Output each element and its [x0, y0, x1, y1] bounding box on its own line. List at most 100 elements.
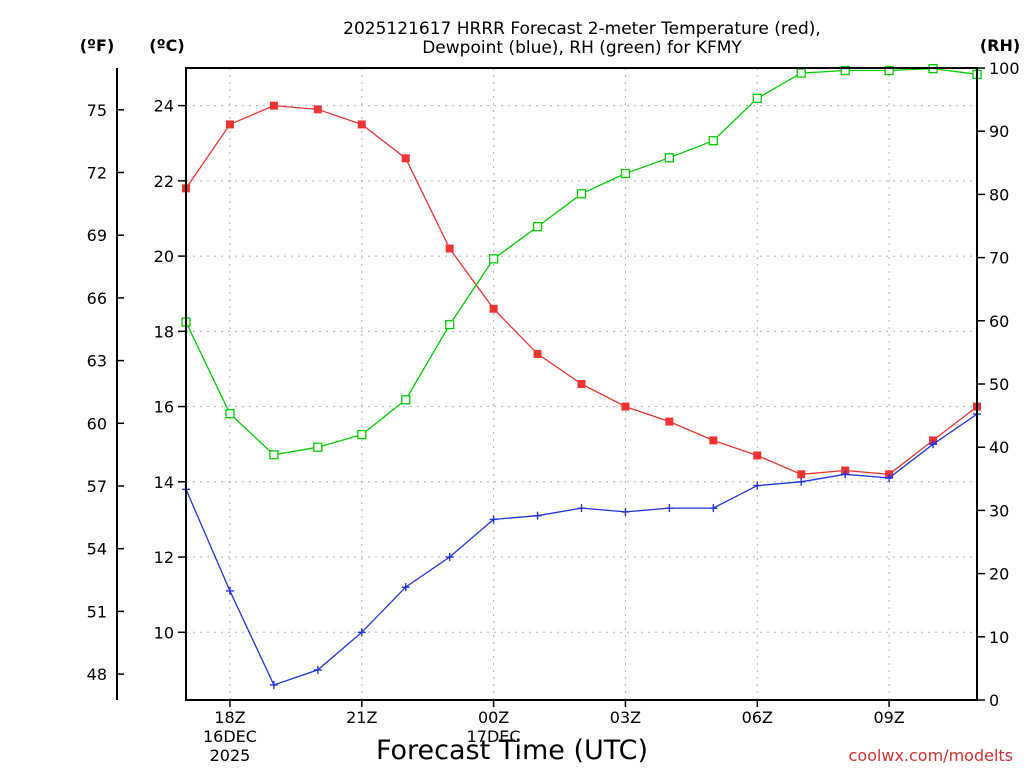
dewpoint-point — [621, 507, 630, 516]
fahrenheit-tick-label: 54 — [87, 540, 107, 559]
x-tick-label: 21Z — [346, 708, 377, 727]
dewpoint-line — [185, 413, 978, 686]
celsius-tick-label: 12 — [154, 548, 174, 567]
rh-tick-label: 10 — [989, 628, 1009, 647]
dewpoint-point — [533, 511, 542, 520]
rh-point — [884, 65, 894, 76]
celsius-unit-label: (ºC) — [149, 36, 184, 55]
rh-tick-label: 0 — [989, 691, 999, 710]
x-tick-year-label: 2025 — [210, 746, 251, 765]
rh-point — [752, 93, 762, 103]
rh-point — [313, 442, 323, 452]
celsius-tick-label: 14 — [154, 473, 174, 492]
celsius-tick-label: 24 — [154, 97, 174, 116]
dewpoint-point — [577, 504, 586, 513]
rh-series — [181, 63, 982, 460]
x-tick-label: 00Z — [478, 708, 509, 727]
dewpoint-point — [401, 583, 410, 592]
temperature-point — [445, 244, 454, 253]
temperature-point — [313, 105, 322, 114]
data-series — [181, 63, 982, 689]
dewpoint-series — [182, 410, 981, 689]
dewpoint-point — [357, 628, 366, 637]
rh-point — [357, 429, 367, 440]
dewpoint-point — [929, 440, 938, 449]
rh-tick-label: 70 — [989, 249, 1009, 268]
dewpoint-point — [665, 504, 674, 513]
fahrenheit-tick-label: 69 — [87, 226, 107, 245]
dewpoint-point — [797, 477, 806, 486]
rh-tick-label: 50 — [989, 375, 1009, 394]
rh-point — [796, 68, 806, 78]
rh-unit-label: (RH) — [980, 36, 1020, 55]
celsius-tick-label: 16 — [154, 398, 174, 417]
rh-point — [532, 221, 543, 232]
temperature-point — [401, 154, 410, 163]
temperature-point — [709, 436, 718, 445]
rh-point — [576, 189, 587, 199]
title-line-2: Dewpoint (blue), RH (green) for KFMY — [422, 38, 742, 58]
rh-point — [664, 153, 675, 163]
rh-tick-label: 20 — [989, 565, 1009, 584]
fahrenheit-tick-label: 57 — [87, 477, 107, 496]
rh-tick-label: 100 — [989, 59, 1020, 78]
x-tick-date-label: 16DEC — [203, 727, 257, 746]
dewpoint-point — [489, 515, 498, 524]
x-tick-label: 09Z — [873, 708, 904, 727]
rh-point — [620, 168, 631, 179]
dewpoint-point — [885, 474, 894, 483]
dewpoint-point — [841, 470, 850, 479]
fahrenheit-tick-label: 60 — [87, 414, 107, 433]
fahrenheit-tick-label: 51 — [87, 602, 107, 621]
temperature-point — [357, 120, 366, 129]
celsius-tick-label: 20 — [154, 247, 174, 266]
rh-point — [708, 136, 718, 146]
fahrenheit-tick-label: 72 — [87, 163, 107, 182]
temperature-point — [797, 470, 806, 479]
temperature-point — [269, 101, 278, 110]
rh-tick-label: 30 — [989, 501, 1009, 520]
temperature-point — [621, 402, 630, 411]
rh-tick-label: 90 — [989, 122, 1009, 141]
x-axis-label: Forecast Time (UTC) — [376, 735, 648, 766]
rh-point — [269, 450, 279, 460]
fahrenheit-tick-label: 63 — [87, 352, 107, 371]
x-tick-date-label: 17DEC — [467, 727, 521, 746]
rh-point — [488, 254, 499, 264]
temperature-line — [185, 104, 978, 475]
rh-tick-label: 40 — [989, 438, 1009, 457]
celsius-tick-label: 18 — [154, 322, 174, 341]
celsius-tick-label: 22 — [154, 172, 174, 191]
dewpoint-point — [445, 553, 454, 562]
rh-line — [185, 67, 978, 456]
chart-title: 2025121617 HRRR Forecast 2-meter Tempera… — [343, 19, 821, 58]
temperature-point — [577, 380, 586, 388]
temperature-series — [182, 101, 981, 479]
temperature-point — [665, 417, 674, 426]
fahrenheit-tick-label: 75 — [87, 101, 107, 120]
fahrenheit-unit-label: (ºF) — [80, 36, 115, 55]
rh-tick-label: 60 — [989, 312, 1009, 331]
temperature-point — [753, 451, 762, 460]
rh-tick-label: 80 — [989, 185, 1009, 204]
title-line-1: 2025121617 HRRR Forecast 2-meter Tempera… — [343, 19, 821, 39]
dewpoint-point — [753, 481, 762, 490]
x-tick-label: 06Z — [742, 708, 773, 727]
x-tick-label: 03Z — [610, 708, 641, 727]
celsius-tick-label: 10 — [154, 623, 174, 642]
x-tick-label: 18Z — [214, 708, 245, 727]
temperature-point — [225, 120, 234, 129]
fahrenheit-tick-label: 48 — [87, 665, 107, 684]
fahrenheit-tick-label: 66 — [87, 289, 107, 308]
watermark: coolwx.com/modelts — [849, 746, 1013, 765]
dewpoint-point — [269, 680, 278, 689]
rh-point — [445, 319, 455, 330]
grid-lines — [186, 68, 977, 700]
dewpoint-point — [709, 504, 718, 513]
rh-point — [401, 395, 411, 405]
dewpoint-point — [225, 586, 234, 595]
temperature-point — [489, 304, 498, 313]
rh-point — [225, 409, 235, 419]
